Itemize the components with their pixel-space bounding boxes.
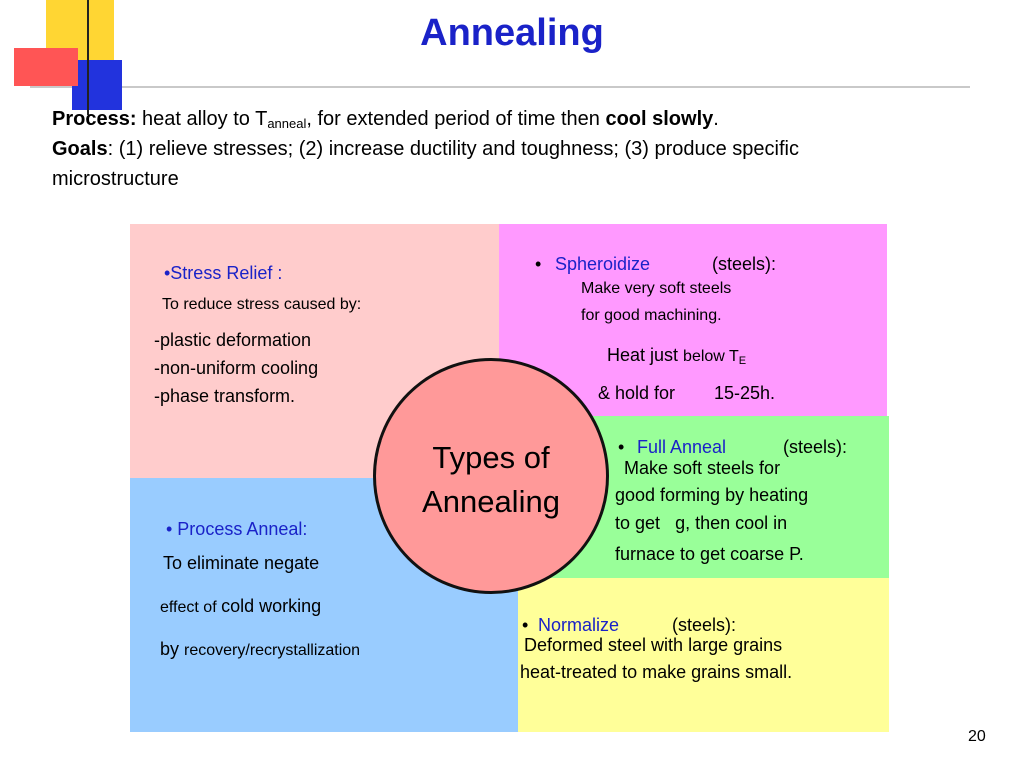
stress-relief-item: -plastic deformation bbox=[154, 330, 312, 350]
full-anneal-bullet: • bbox=[618, 437, 625, 457]
spheroidize-bullet: • bbox=[535, 254, 542, 274]
spheroidize-hold-time: 15-25h. bbox=[714, 383, 776, 403]
decor-blue-square bbox=[72, 60, 122, 110]
full-anneal-line: furnace to get coarse P. bbox=[615, 544, 804, 564]
normalize-line: heat-treated to make grains small. bbox=[520, 662, 793, 682]
normalize-suffix: (steels): bbox=[672, 615, 737, 635]
stress-relief-subtitle: To reduce stress caused by: bbox=[162, 296, 362, 313]
full-anneal-line: to get g, then cool in bbox=[615, 513, 788, 533]
full-anneal-line: good forming by heating bbox=[615, 485, 809, 505]
spheroidize-hold: & hold for bbox=[598, 383, 676, 403]
normalize-line: Deformed steel with large grains bbox=[524, 635, 783, 655]
stress-relief-item: -phase transform. bbox=[154, 386, 296, 406]
process-anneal-line: effect of cold working bbox=[160, 596, 322, 616]
normalize-bullet: • bbox=[522, 615, 529, 635]
full-anneal-heading: Full Anneal bbox=[637, 437, 727, 457]
spheroidize-line: for good machining. bbox=[581, 307, 722, 324]
process-line: Process: heat alloy to Tanneal, for exte… bbox=[52, 108, 719, 131]
process-anneal-line: by recovery/recrystallization bbox=[160, 639, 361, 659]
page-number: 20 bbox=[968, 728, 986, 745]
center-label: Types of Annealing bbox=[422, 440, 560, 519]
header-rule bbox=[30, 86, 970, 88]
normalize-heading: Normalize bbox=[538, 615, 620, 635]
process-anneal-line: To eliminate negate bbox=[163, 553, 320, 573]
process-anneal-heading: • Process Anneal: bbox=[166, 519, 308, 539]
decor-vertical-line bbox=[87, 0, 89, 115]
spheroidize-heat: Heat just below TE bbox=[607, 345, 747, 367]
spheroidize-suffix: (steels): bbox=[712, 254, 777, 274]
stress-relief-item: -non-uniform cooling bbox=[154, 358, 319, 378]
goals-line: Goals: (1) relieve stresses; (2) increas… bbox=[52, 138, 799, 160]
full-anneal-suffix: (steels): bbox=[783, 437, 848, 457]
stress-relief-heading: •Stress Relief : bbox=[164, 263, 283, 283]
center-circle bbox=[373, 358, 609, 594]
spheroidize-line: Make very soft steels bbox=[581, 280, 732, 297]
full-anneal-line: Make soft steels for bbox=[624, 458, 781, 478]
slide-title: Annealing bbox=[420, 12, 604, 54]
normalize-panel bbox=[518, 578, 889, 732]
spheroidize-heading: Spheroidize bbox=[555, 254, 651, 274]
goals-line-2: microstructure bbox=[52, 168, 179, 190]
decor-red-bar bbox=[14, 48, 78, 86]
